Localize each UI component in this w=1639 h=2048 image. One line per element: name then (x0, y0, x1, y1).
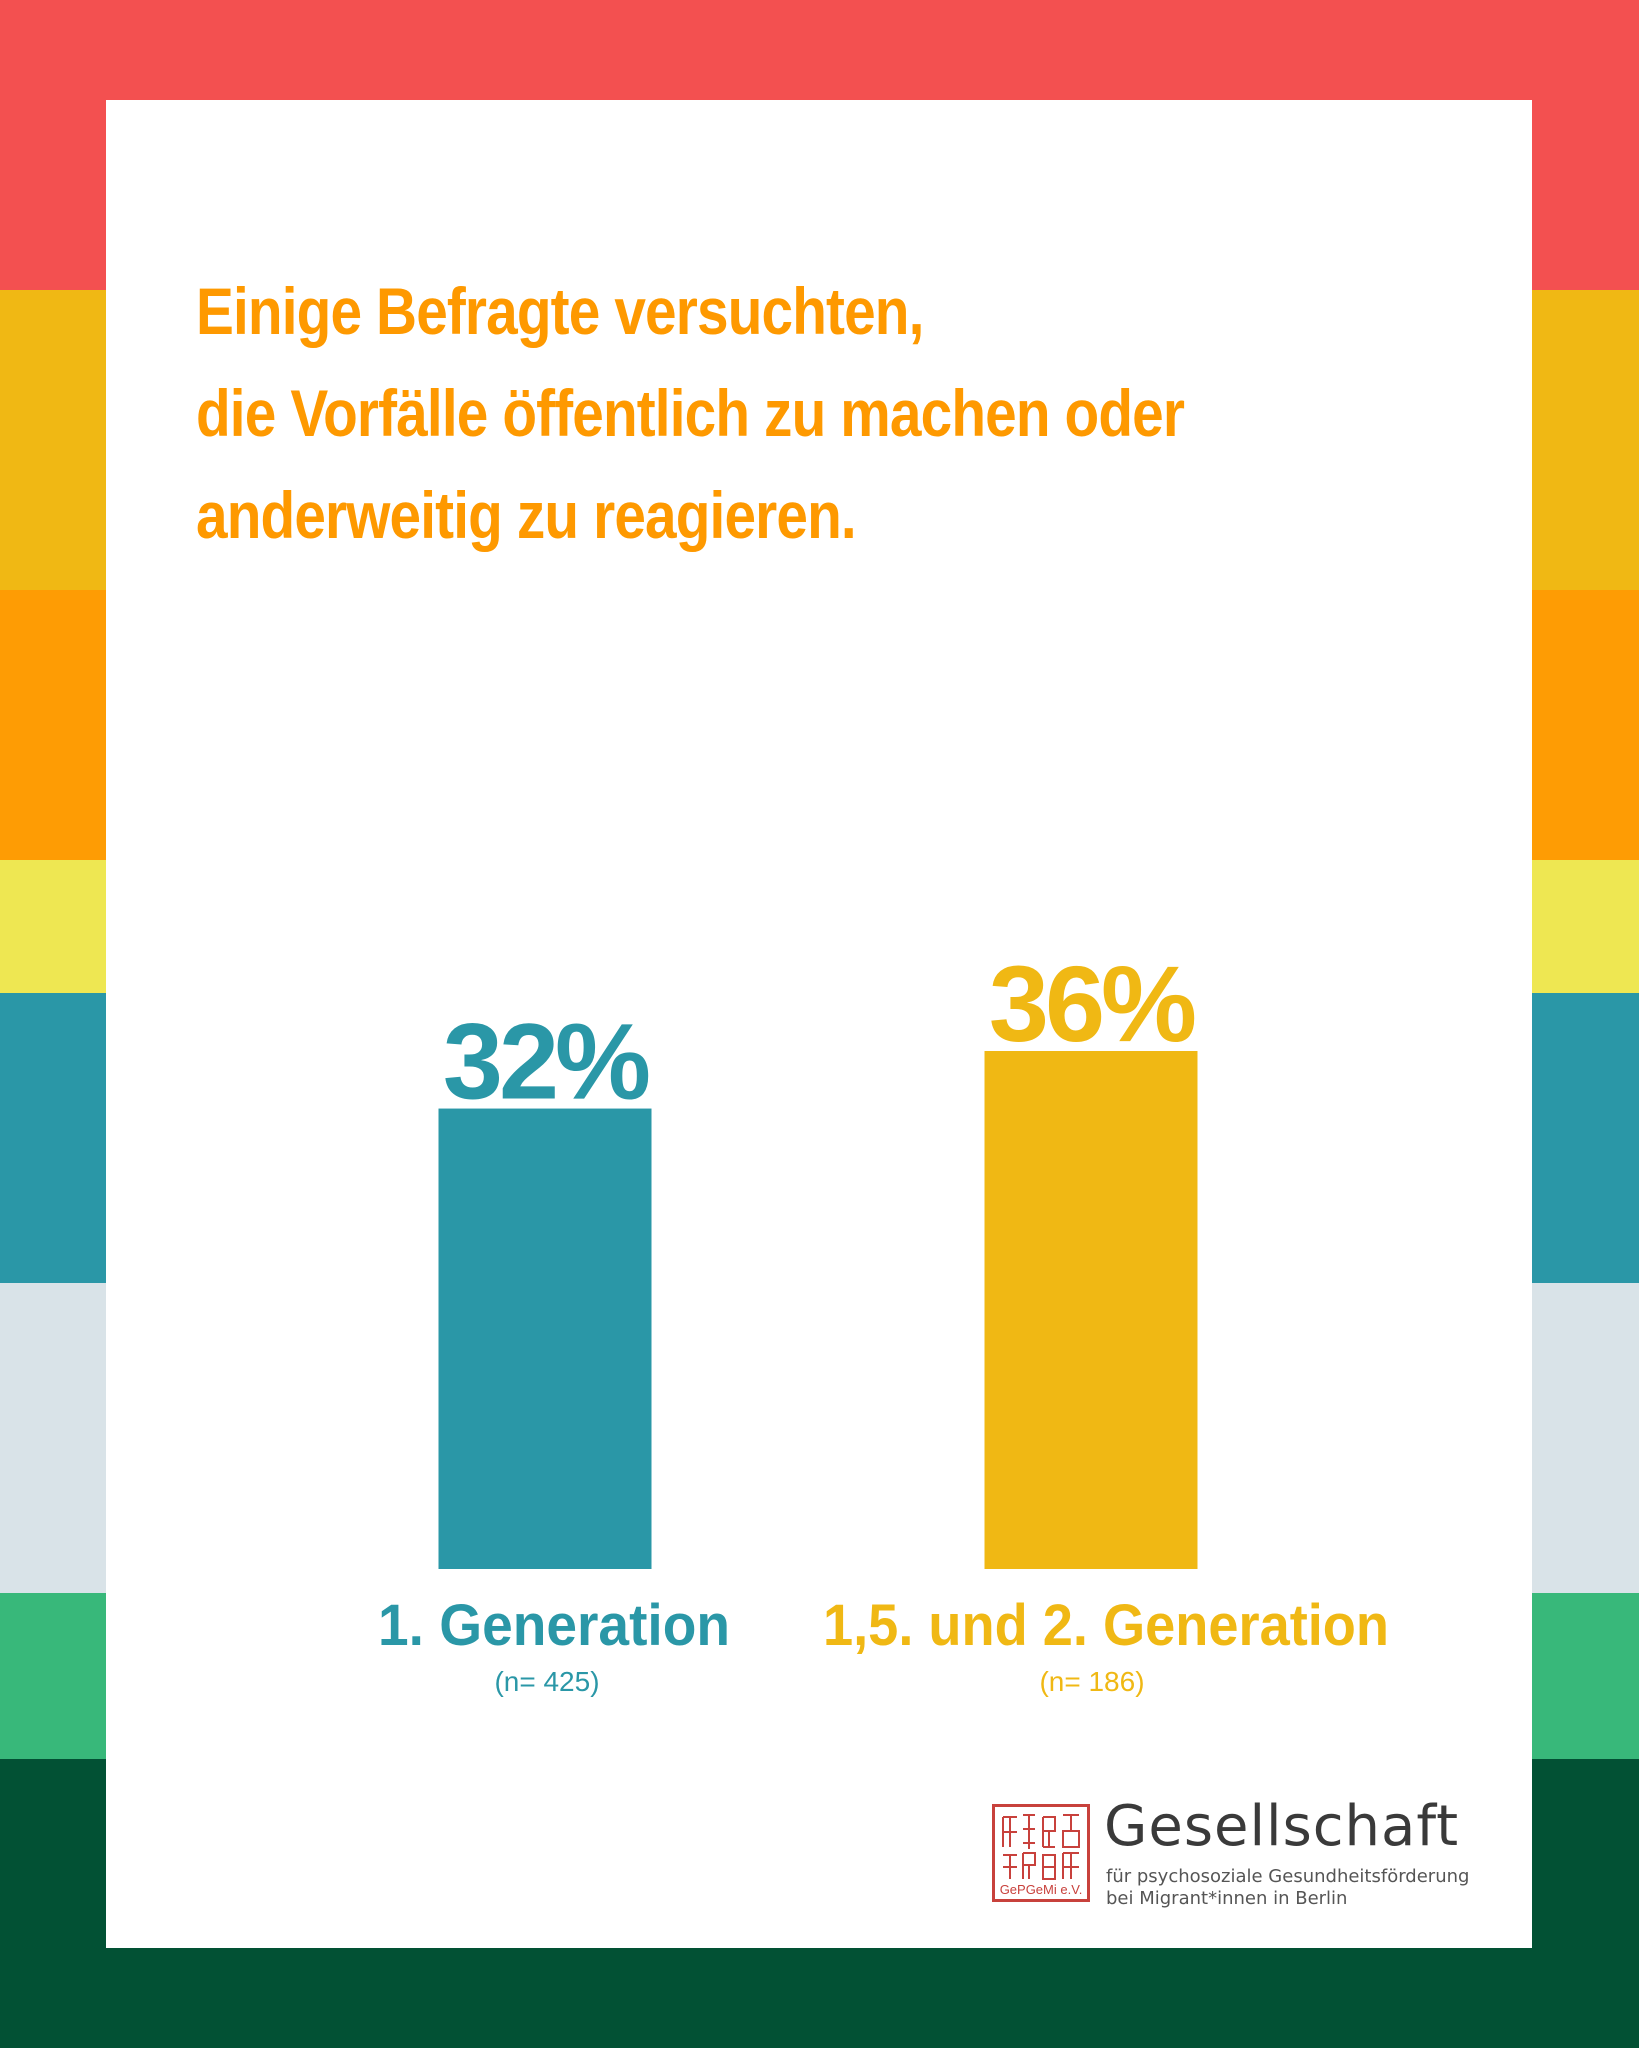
sample-size-label-2: (n= 186) (1039, 1666, 1144, 1697)
value-label-1: 32% (443, 1001, 649, 1122)
seal-label: GePGeMi e.V. (995, 1882, 1087, 1897)
bar-1 (438, 1108, 652, 1569)
category-label-1: 1. Generation (378, 1593, 730, 1658)
category-label-2: 1,5. und 2. Generation (823, 1593, 1389, 1658)
title-line-3: anderweitig zu reagieren. (196, 478, 857, 552)
sample-size-label-1: (n= 425) (494, 1666, 599, 1697)
value-label-2: 36% (989, 943, 1195, 1064)
bar-chart: 32% 1. Generation (n= 425) 36% 1,5. und 2. G… (378, 943, 1389, 1697)
organization-name: Gesellschaft (1104, 1794, 1460, 1859)
organization-subtitle-line-1: für psychosoziale Gesundheitsförderung (1106, 1866, 1470, 1887)
title-line-2: die Vorfälle öffentlich zu machen oder (196, 376, 1185, 450)
chart-title: Einige Befragte versuchten, die Vorfälle… (196, 260, 1396, 566)
title-line-1: Einige Befragte versuchten, (196, 274, 924, 348)
content-card: Einige Befragte versuchten, die Vorfälle… (106, 100, 1532, 1948)
organization-logo: GePGeMi e.V. Gesellschaft für psychosozi… (992, 1794, 1512, 1912)
seal-stamp-icon: GePGeMi e.V. (992, 1804, 1090, 1902)
bar-2 (984, 1051, 1198, 1569)
organization-subtitle-line-2: bei Migrant*innen in Berlin (1106, 1888, 1348, 1909)
